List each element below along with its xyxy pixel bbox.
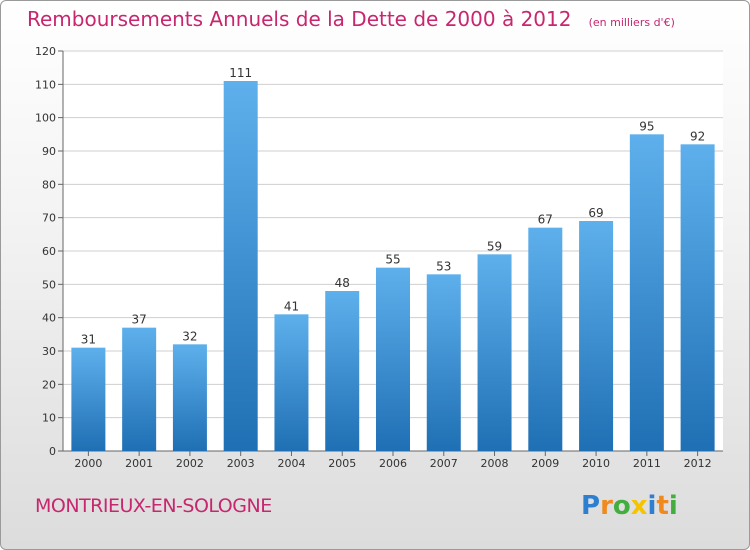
data-label: 53 (436, 259, 451, 273)
y-tick-label: 80 (42, 178, 56, 191)
x-tick-label: 2007 (430, 457, 458, 470)
x-tick-label: 2003 (227, 457, 255, 470)
x-tick-label: 2011 (633, 457, 661, 470)
bar (274, 314, 309, 451)
bar (71, 347, 106, 451)
data-label: 95 (639, 119, 654, 133)
data-label: 37 (132, 313, 147, 327)
data-label: 111 (229, 66, 252, 80)
data-label: 31 (81, 333, 96, 347)
y-tick-label: 40 (42, 312, 56, 325)
data-label: 32 (182, 329, 197, 343)
y-tick-label: 0 (49, 445, 56, 458)
x-tick-label: 2009 (531, 457, 559, 470)
bar (172, 344, 207, 451)
logo-letter: x (630, 491, 648, 521)
y-tick-label: 110 (35, 78, 56, 91)
bar (579, 221, 614, 451)
y-tick-label: 30 (42, 345, 56, 358)
logo-letter: t (656, 491, 669, 521)
y-tick-label: 90 (42, 145, 56, 158)
x-tick-label: 2006 (379, 457, 407, 470)
logo-letter: r (600, 491, 613, 521)
data-label: 69 (588, 206, 603, 220)
title-row: Remboursements Annuels de la Dette de 20… (27, 7, 675, 31)
x-tick-label: 2005 (328, 457, 356, 470)
bar (325, 291, 360, 451)
chart-subtitle: (en milliers d'€) (588, 16, 675, 29)
proxiti-logo: Proxiti (581, 491, 678, 521)
bar (376, 267, 410, 451)
y-tick-label: 60 (42, 245, 56, 258)
x-tick-label: 2010 (582, 457, 610, 470)
logo-letter: i (647, 491, 657, 521)
y-tick-label: 100 (35, 112, 56, 125)
logo-letter: i (668, 491, 678, 521)
data-label: 67 (538, 213, 553, 227)
logo-letter: P (581, 491, 601, 521)
x-tick-label: 2000 (74, 457, 102, 470)
bar (629, 134, 664, 452)
data-label: 92 (690, 129, 705, 143)
y-tick-label: 20 (42, 378, 56, 391)
bar (477, 254, 512, 451)
bar (122, 327, 157, 451)
y-tick-label: 70 (42, 212, 56, 225)
y-tick-label: 10 (42, 412, 56, 425)
data-label: 59 (487, 239, 502, 253)
x-tick-label: 2004 (277, 457, 305, 470)
bar (528, 227, 563, 451)
commune-name: MONTRIEUX-EN-SOLOGNE (35, 495, 272, 517)
data-label: 55 (385, 253, 400, 267)
data-label: 41 (284, 299, 299, 313)
x-tick-label: 2001 (125, 457, 153, 470)
y-tick-label: 50 (42, 278, 56, 291)
x-tick-label: 2008 (481, 457, 509, 470)
x-tick-label: 2012 (684, 457, 712, 470)
x-tick-label: 2002 (176, 457, 204, 470)
bar (223, 81, 258, 451)
bar (426, 274, 461, 451)
data-label: 48 (335, 276, 350, 290)
y-tick-label: 120 (35, 45, 56, 58)
bar (680, 144, 715, 452)
logo-letter: o (612, 491, 631, 521)
chart-title: Remboursements Annuels de la Dette de 20… (27, 7, 572, 31)
